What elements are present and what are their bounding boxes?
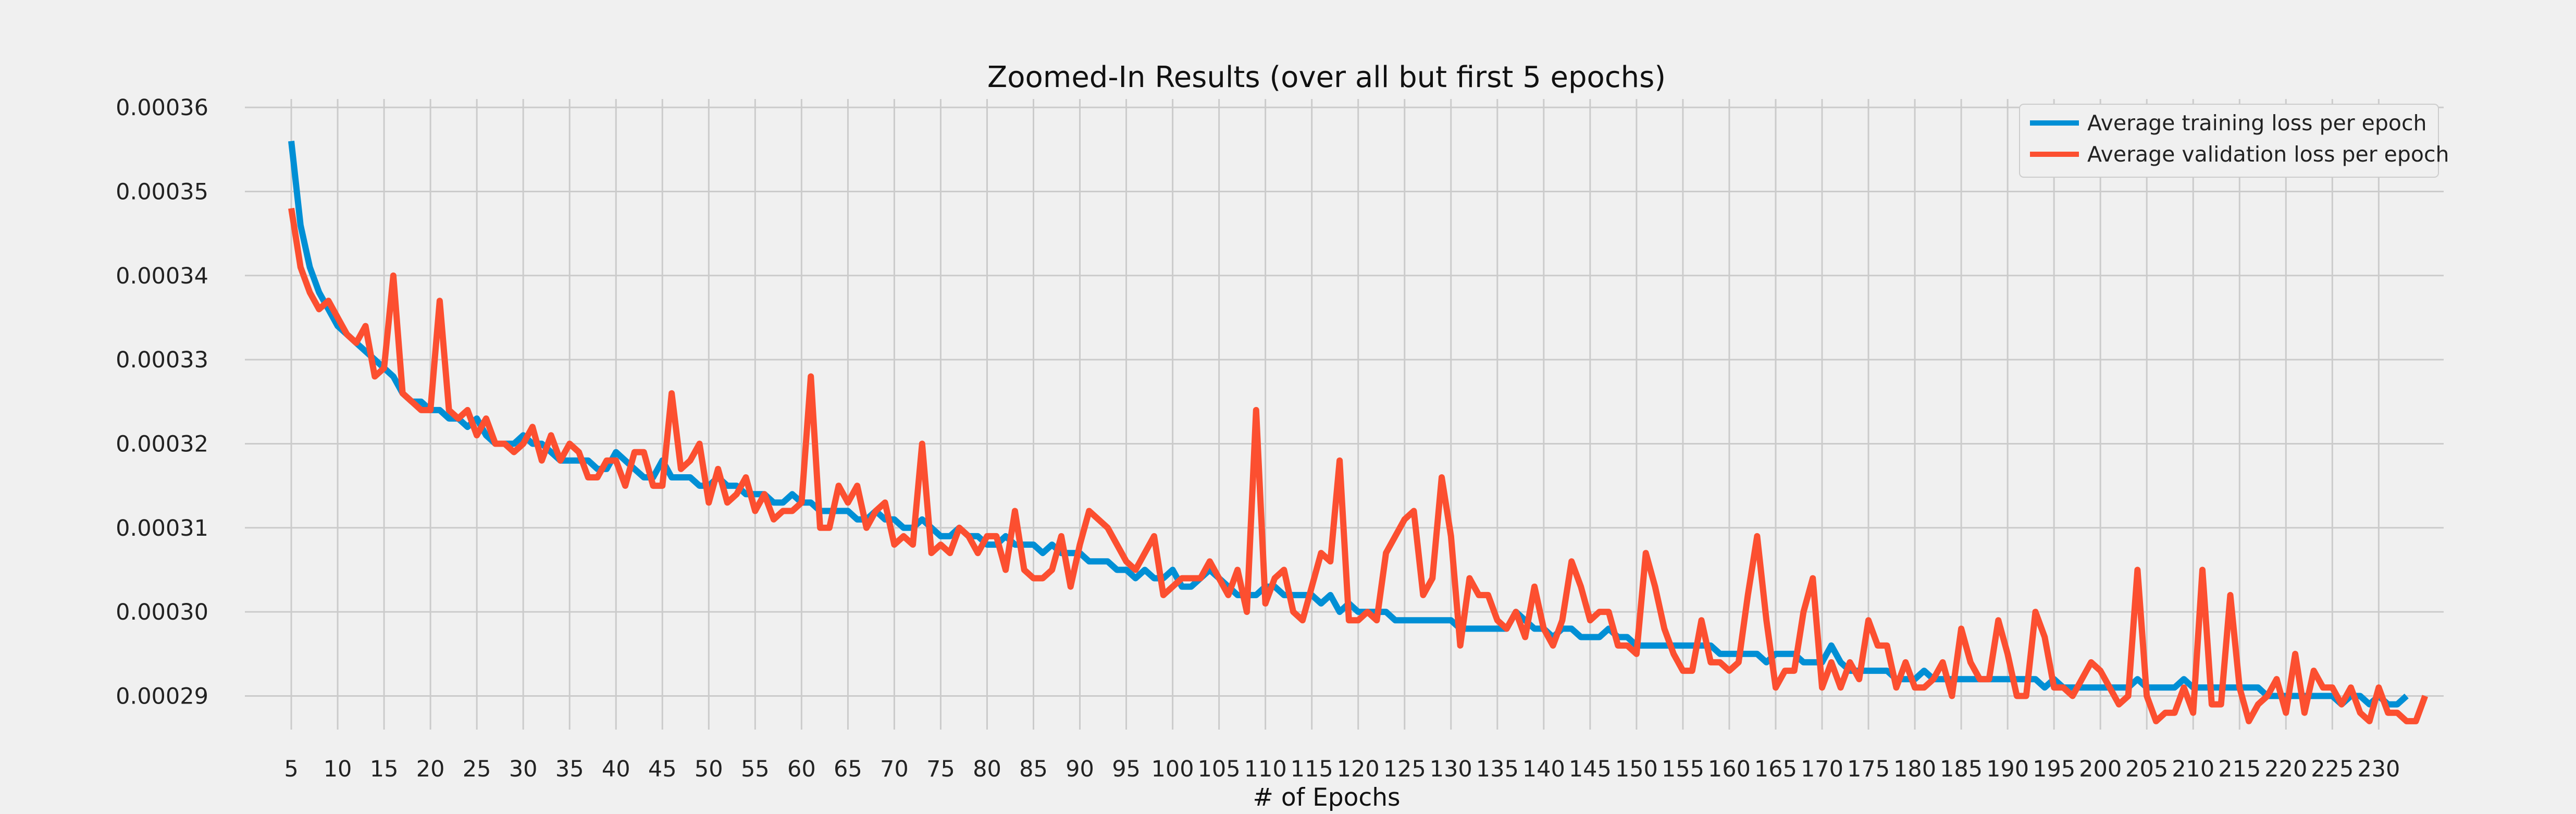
y-tick-label: 0.00036: [116, 95, 208, 121]
y-tick-label: 0.00029: [116, 683, 208, 709]
x-tick-label: 75: [926, 756, 955, 782]
x-axis-label: # of Epochs: [1253, 783, 1401, 812]
y-tick-label: 0.00035: [116, 179, 208, 205]
x-tick-label: 105: [1198, 756, 1241, 782]
y-tick-label: 0.00033: [116, 347, 208, 373]
x-tick-label: 150: [1615, 756, 1658, 782]
x-tick-label: 215: [2218, 756, 2261, 782]
x-tick-label: 165: [1754, 756, 1797, 782]
x-tick-label: 40: [602, 756, 630, 782]
x-tick-label: 220: [2264, 756, 2307, 782]
x-tick-label: 125: [1383, 756, 1426, 782]
x-tick-label: 100: [1151, 756, 1194, 782]
x-tick-label: 195: [2033, 756, 2075, 782]
x-tick-label: 90: [1066, 756, 1094, 782]
x-tick-label: 155: [1662, 756, 1704, 782]
x-tick-label: 80: [973, 756, 1001, 782]
x-tick-label: 50: [695, 756, 723, 782]
x-tick-label: 35: [555, 756, 584, 782]
x-tick-label: 55: [741, 756, 770, 782]
x-tick-label: 230: [2357, 756, 2400, 782]
x-tick-label: 60: [787, 756, 816, 782]
x-tick-label: 170: [1801, 756, 1843, 782]
x-tick-label: 85: [1019, 756, 1048, 782]
legend-label-validation: Average validation loss per epoch: [2087, 142, 2449, 167]
legend-box: [2019, 104, 2439, 178]
x-tick-label: 130: [1430, 756, 1472, 782]
x-tick-label: 175: [1847, 756, 1890, 782]
x-tick-label: 145: [1569, 756, 1612, 782]
x-tick-label: 110: [1244, 756, 1287, 782]
chart-title: Zoomed-In Results (over all but first 5 …: [987, 60, 1666, 94]
y-tick-label: 0.00031: [116, 515, 208, 541]
x-tick-label: 65: [834, 756, 862, 782]
x-tick-label: 15: [370, 756, 399, 782]
series-lines: [288, 141, 2429, 724]
x-tick-label: 45: [648, 756, 677, 782]
x-tick-label: 120: [1337, 756, 1380, 782]
x-tick-label: 225: [2311, 756, 2354, 782]
x-tick-label: 185: [1940, 756, 1983, 782]
x-tick-label: 115: [1291, 756, 1333, 782]
x-tick-label: 180: [1893, 756, 1936, 782]
series-line-validation: [288, 207, 2429, 724]
x-tick-label: 70: [880, 756, 909, 782]
x-tick-label: 20: [416, 756, 445, 782]
x-tick-label: 30: [509, 756, 538, 782]
y-tick-label: 0.00034: [116, 263, 208, 289]
x-tick-label: 10: [324, 756, 352, 782]
y-tick-label: 0.00032: [116, 431, 208, 457]
x-tick-label: 140: [1522, 756, 1565, 782]
x-tick-label: 135: [1476, 756, 1519, 782]
x-tick-label: 210: [2172, 756, 2214, 782]
x-tick-label: 190: [1986, 756, 2029, 782]
x-tick-label: 25: [463, 756, 491, 782]
x-tick-label: 200: [2079, 756, 2122, 782]
x-axis-ticks: 5 10 15 20 25 30 35 40 45 50 55 60 65 70 75 80 85 90 95 100…: [284, 756, 2400, 782]
y-tick-label: 0.00030: [116, 599, 208, 625]
y-axis-ticks: 0.00029 0.00030 0.00031 0.00032 0.00033 0.000…: [116, 95, 208, 709]
x-tick-label: 5: [284, 756, 298, 782]
legend-label-training: Average training loss per epoch: [2087, 110, 2427, 135]
legend: Average training loss per epoch Average …: [2019, 104, 2449, 178]
x-tick-label: 160: [1708, 756, 1751, 782]
x-tick-label: 205: [2125, 756, 2168, 782]
x-tick-label: 95: [1112, 756, 1141, 782]
